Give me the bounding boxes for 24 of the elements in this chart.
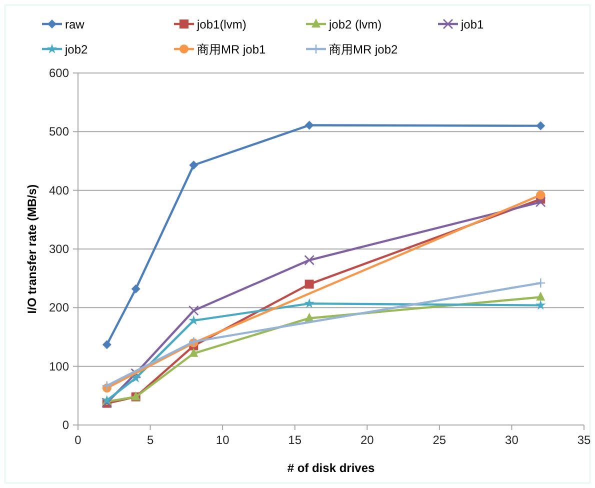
y-tick-label: 100 — [48, 359, 70, 374]
x-tick-label: 10 — [216, 433, 230, 447]
x-tick-label: 5 — [146, 433, 154, 447]
y-tick-label: 300 — [48, 242, 70, 256]
legend-label: raw — [65, 18, 85, 32]
y-tick-label: 0 — [62, 418, 70, 432]
y-tick-label: 200 — [48, 300, 70, 315]
x-tick-label: 20 — [360, 433, 374, 447]
x-tick-label: 35 — [577, 433, 591, 447]
y-tick-label: 600 — [48, 66, 70, 80]
x-tick-label: 25 — [432, 433, 446, 447]
x-tick-label: 15 — [288, 433, 302, 447]
legend-label: job2 (lvm) — [328, 18, 382, 32]
legend-label: job1 — [460, 18, 484, 32]
y-axis-title: I/O transfer rate (MB/s) — [25, 184, 39, 314]
legend-label: 商用MR job2 — [329, 42, 398, 56]
legend-label: 商用MR job1 — [197, 42, 266, 56]
legend-label: job1(lvm) — [196, 18, 246, 32]
y-tick-label: 400 — [48, 183, 70, 198]
x-axis-title: # of disk drives — [287, 461, 376, 475]
x-tick-label: 0 — [74, 433, 82, 447]
legend-label: job2 — [64, 42, 88, 56]
x-tick-label: 30 — [505, 433, 519, 447]
y-tick-label: 500 — [48, 124, 70, 139]
